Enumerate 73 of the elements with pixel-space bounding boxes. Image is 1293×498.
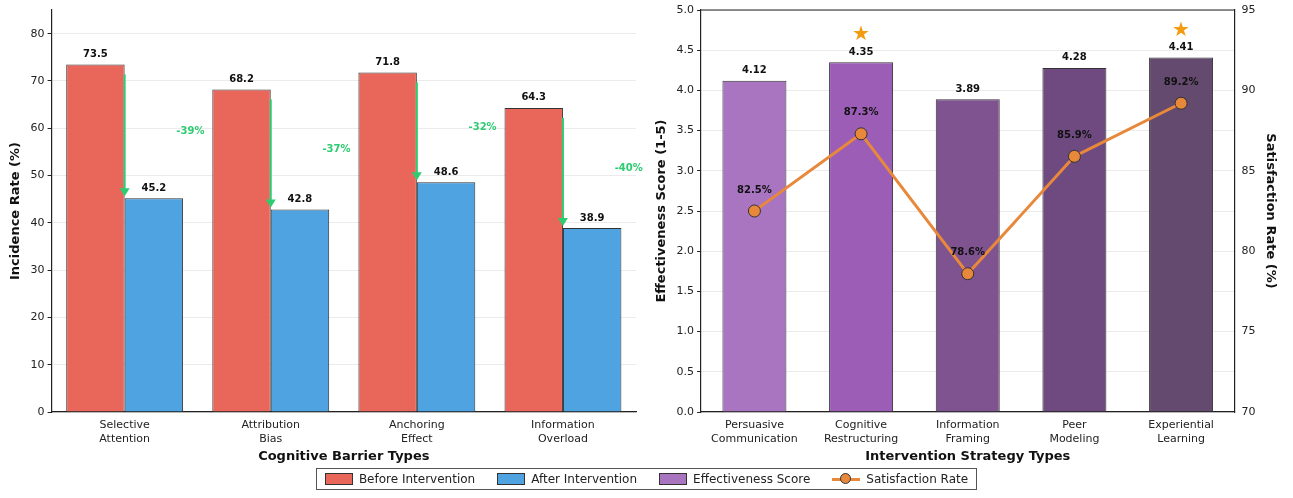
x-axis-title: Cognitive Barrier Types	[258, 447, 430, 463]
y-tick-label: 80	[30, 26, 45, 40]
point	[747, 204, 761, 218]
y-tick-label: 1.5	[676, 284, 695, 298]
data-label: 45.2	[141, 181, 167, 193]
legend-label: Effectiveness Score	[693, 472, 811, 486]
y2-tick-label: 80	[1241, 244, 1256, 258]
y-tick-label: 60	[30, 121, 45, 135]
legend-label: Before Intervention	[358, 472, 476, 486]
y-tick-label: 30	[30, 262, 45, 276]
y2-tick-label: 85	[1241, 163, 1256, 177]
x-tick-label: Information Overload	[531, 418, 595, 445]
data-label: 82.5%	[737, 183, 772, 195]
y-tick-label: 1.0	[676, 324, 695, 338]
y-axis-title: Effectiveness Score (1-5)	[653, 119, 669, 303]
data-label: 4.41	[1168, 41, 1194, 53]
y2-tick-label: 75	[1241, 324, 1256, 338]
x-tick-label: Selective Attention	[99, 418, 151, 445]
annotation: -39%	[176, 124, 205, 136]
y2-tick-label: 90	[1241, 83, 1256, 97]
y-tick-label: 4.0	[676, 83, 695, 97]
y-tick-label: 10	[30, 357, 45, 371]
y-tick-label: 3.5	[676, 123, 695, 137]
data-label: 68.2	[229, 73, 254, 85]
y-tick-label: 0	[37, 404, 45, 418]
x-tick-label: Peer Modeling	[1049, 418, 1100, 445]
data-label: 89.2%	[1163, 75, 1199, 87]
data-label: 4.28	[1062, 51, 1087, 63]
legend-label: Satisfaction Rate	[866, 472, 969, 486]
y-tick-label: 70	[30, 73, 45, 87]
x-tick-label: Cognitive Restructuring	[823, 418, 899, 445]
y-tick-label: 20	[30, 310, 45, 324]
y-axis-title: Incidence Rate (%)	[7, 142, 23, 280]
data-label: 71.8	[375, 56, 400, 68]
data-label: 4.35	[848, 45, 874, 57]
y-tick-label: 2.5	[676, 203, 695, 217]
annotation: ★	[852, 21, 871, 46]
data-label: 3.89	[955, 82, 981, 94]
data-label: 64.3	[521, 91, 547, 103]
data-label: 85.9%	[1057, 128, 1092, 140]
x-axis-title: Intervention Strategy Types	[865, 447, 1071, 463]
point	[1174, 96, 1188, 110]
y-tick-label: 50	[30, 168, 45, 182]
y-tick-label: 40	[30, 215, 45, 229]
point	[961, 267, 975, 281]
data-label: 48.6	[433, 165, 459, 177]
x-tick-label: Information Framing	[935, 418, 1000, 445]
x-tick-label: Persuasive Communication	[711, 418, 798, 445]
data-label: 38.9	[579, 211, 605, 223]
data-label: 87.3%	[843, 106, 879, 118]
y2-tick-label: 70	[1241, 404, 1256, 418]
data-label: 42.8	[287, 193, 313, 205]
annotation: -37%	[322, 143, 351, 155]
y-tick-label: 2.0	[676, 244, 695, 258]
annotation: ★	[1172, 16, 1191, 41]
legend-label: After Intervention	[531, 472, 638, 486]
y-tick-label: 4.5	[676, 43, 695, 57]
annotation: -40%	[614, 161, 643, 173]
y2-axis-title: Satisfaction Rate (%)	[1263, 133, 1279, 289]
y-tick-label: 0.5	[676, 364, 695, 378]
x-tick-label: Attribution Bias	[241, 418, 301, 445]
y-tick-label: 5.0	[676, 2, 695, 16]
y-tick-label: 3.0	[676, 163, 695, 177]
annotation: -32%	[468, 120, 497, 132]
y2-tick-label: 95	[1241, 2, 1256, 16]
y-tick-label: 0.0	[676, 404, 695, 418]
point	[854, 127, 868, 141]
point	[1067, 149, 1081, 163]
x-tick-label: Experiential Learning	[1148, 418, 1214, 445]
data-label: 78.6%	[950, 246, 986, 258]
x-tick-label: Anchoring Effect	[388, 418, 445, 445]
data-label: 4.12	[742, 64, 767, 76]
data-label: 73.5	[83, 47, 108, 59]
